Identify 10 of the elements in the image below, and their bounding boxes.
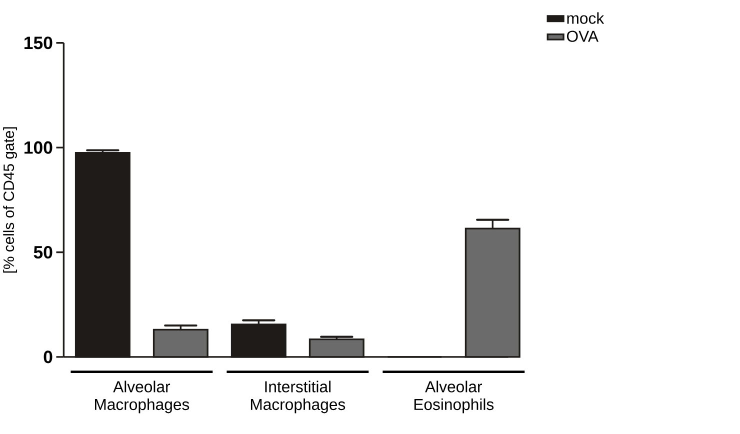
legend-label: mock: [567, 12, 604, 24]
y-tick-label: 150: [24, 36, 52, 49]
y-tick-label: 100: [24, 141, 52, 154]
y-tick-label: 0: [44, 350, 52, 364]
x-tick-label: Interstitial Macrophages: [250, 380, 346, 414]
y-tick-label: 50: [34, 246, 52, 258]
legend-label: OVA: [566, 30, 598, 42]
y-axis-title: [% cells of CD45 gate]: [3, 127, 18, 272]
x-tick-label: Alveolar Macrophages: [94, 380, 190, 414]
x-tick-label: Alveolar Eosinophils: [414, 380, 494, 414]
